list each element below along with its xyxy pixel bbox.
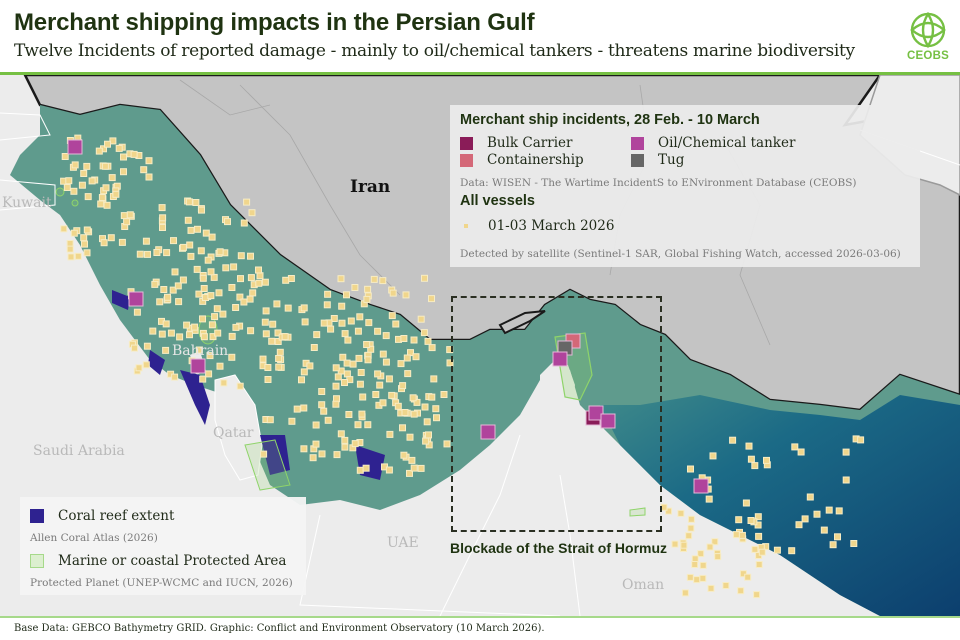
legend-item-containership: Containership bbox=[460, 152, 584, 168]
protected-area-swatch-icon bbox=[30, 554, 44, 568]
coral-source: Allen Coral Atlas (2026) bbox=[30, 532, 158, 544]
containership-swatch-icon bbox=[460, 153, 473, 167]
label-uae: UAE bbox=[387, 535, 419, 551]
footer: Base Data: GEBCO Bathymetry GRID. Graphi… bbox=[0, 616, 960, 640]
legend-incidents-title: Merchant ship incidents, 28 Feb. - 10 Ma… bbox=[460, 112, 760, 128]
vessel-dot-icon bbox=[464, 224, 468, 228]
page-subtitle: Twelve Incidents of reported damage - ma… bbox=[14, 41, 855, 61]
legend-environment: Coral reef extent Allen Coral Atlas (202… bbox=[20, 497, 306, 595]
incident-markers bbox=[67, 139, 709, 494]
legend-item-oil-tanker: Oil/Chemical tanker bbox=[631, 135, 795, 151]
coral-swatch-icon bbox=[30, 509, 44, 523]
legend-item-coral: Coral reef extent bbox=[30, 508, 174, 524]
ceobs-logo: CEOBS bbox=[900, 11, 960, 68]
incident-marker[interactable] bbox=[552, 351, 568, 367]
label-bahrain: Bahrain bbox=[172, 343, 229, 359]
legend-item-bulk-carrier: Bulk Carrier bbox=[460, 135, 572, 151]
globe-icon bbox=[910, 11, 946, 49]
bulk-carrier-swatch-icon bbox=[460, 136, 473, 150]
oil-tanker-swatch-icon bbox=[631, 136, 644, 150]
vessel-detections bbox=[60, 134, 865, 599]
incident-marker[interactable] bbox=[67, 139, 83, 155]
header: Merchant shipping impacts in the Persian… bbox=[0, 0, 960, 75]
label-kuwait: Kuwait bbox=[2, 195, 52, 211]
label-iran: Iran bbox=[350, 177, 391, 197]
legend-vessels-source: Detected by satellite (Sentinel-1 SAR, G… bbox=[460, 248, 901, 260]
incident-marker[interactable] bbox=[128, 291, 144, 307]
gulf-of-oman bbox=[600, 395, 960, 616]
incident-marker[interactable] bbox=[480, 424, 496, 440]
coral-reef-patches bbox=[112, 290, 385, 480]
musandam bbox=[540, 360, 680, 545]
legend-incidents: Merchant ship incidents, 28 Feb. - 10 Ma… bbox=[450, 105, 920, 267]
legend-vessels-title: All vessels bbox=[460, 193, 535, 209]
footer-credit: Base Data: GEBCO Bathymetry GRID. Graphi… bbox=[14, 623, 545, 634]
protected-source: Protected Planet (UNEP-WCMC and IUCN, 20… bbox=[30, 577, 293, 589]
hormuz-blockade-box bbox=[451, 296, 662, 532]
legend-item-protected: Marine or coastal Protected Area bbox=[30, 553, 286, 569]
logo-text: CEOBS bbox=[907, 50, 949, 62]
label-qatar: Qatar bbox=[213, 425, 254, 441]
incident-marker[interactable] bbox=[600, 413, 616, 429]
map[interactable]: Iran Kuwait Bahrain Qatar Saudi Arabia U… bbox=[0, 75, 960, 616]
label-oman: Oman bbox=[622, 577, 665, 593]
hormuz-label: Blockade of the Strait of Hormuz bbox=[450, 540, 668, 556]
legend-item-tug: Tug bbox=[631, 152, 684, 168]
incident-marker[interactable] bbox=[693, 478, 709, 494]
legend-incidents-source: Data: WISEN - The Wartime IncidentS to E… bbox=[460, 177, 857, 189]
page-title: Merchant shipping impacts in the Persian… bbox=[14, 9, 535, 36]
legend-item-vessels: 01-03 March 2026 bbox=[464, 218, 614, 234]
incident-marker[interactable] bbox=[588, 405, 604, 421]
label-saudi-arabia: Saudi Arabia bbox=[33, 443, 125, 459]
tug-swatch-icon bbox=[631, 153, 644, 167]
incident-marker[interactable] bbox=[190, 358, 206, 374]
